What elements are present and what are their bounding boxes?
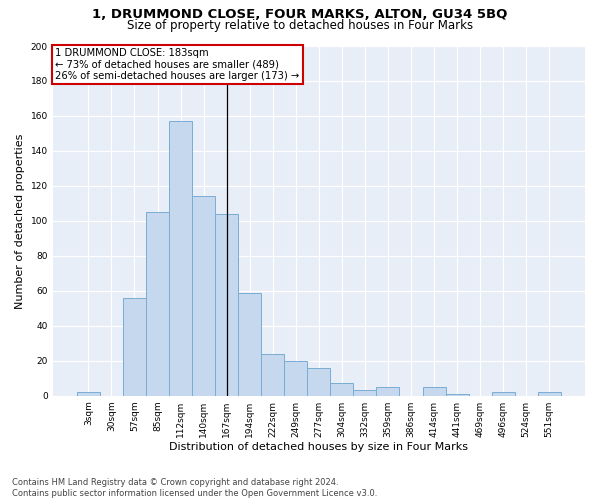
- Bar: [491, 392, 515, 396]
- Bar: [146, 212, 169, 396]
- Text: Size of property relative to detached houses in Four Marks: Size of property relative to detached ho…: [127, 18, 473, 32]
- Bar: [123, 298, 146, 396]
- Bar: [284, 360, 307, 396]
- Text: 1, DRUMMOND CLOSE, FOUR MARKS, ALTON, GU34 5BQ: 1, DRUMMOND CLOSE, FOUR MARKS, ALTON, GU…: [92, 8, 508, 20]
- Text: Contains HM Land Registry data © Crown copyright and database right 2024.
Contai: Contains HM Land Registry data © Crown c…: [12, 478, 377, 498]
- Bar: [446, 394, 469, 396]
- X-axis label: Distribution of detached houses by size in Four Marks: Distribution of detached houses by size …: [169, 442, 469, 452]
- Bar: [77, 392, 100, 396]
- Bar: [307, 368, 331, 396]
- Bar: [331, 384, 353, 396]
- Bar: [238, 292, 261, 396]
- Bar: [192, 196, 215, 396]
- Bar: [353, 390, 376, 396]
- Y-axis label: Number of detached properties: Number of detached properties: [15, 133, 25, 308]
- Bar: [422, 387, 446, 396]
- Bar: [215, 214, 238, 396]
- Text: 1 DRUMMOND CLOSE: 183sqm
← 73% of detached houses are smaller (489)
26% of semi-: 1 DRUMMOND CLOSE: 183sqm ← 73% of detach…: [55, 48, 299, 81]
- Bar: [538, 392, 561, 396]
- Bar: [261, 354, 284, 396]
- Bar: [169, 121, 192, 396]
- Bar: [376, 387, 400, 396]
